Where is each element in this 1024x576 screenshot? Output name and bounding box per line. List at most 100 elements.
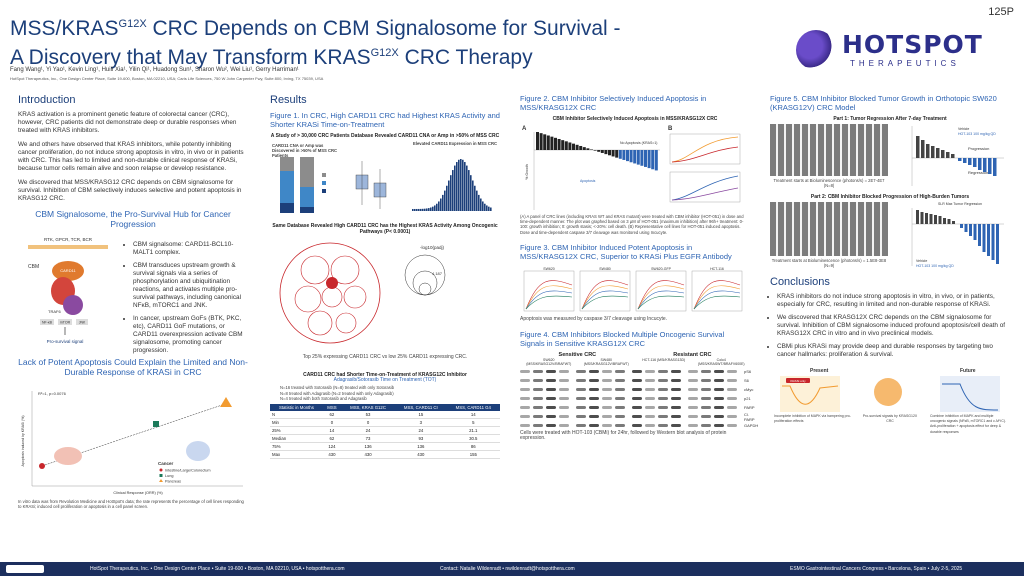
conclusions-bullets: KRAS inhibitors do not induce strong apo… bbox=[770, 293, 1010, 359]
blot-band bbox=[533, 415, 543, 419]
bubble-label: -log10(padj) bbox=[420, 245, 445, 250]
blot-band bbox=[546, 406, 556, 410]
fig3-cell-label: SW620 bbox=[543, 267, 555, 271]
p2-bar bbox=[934, 215, 937, 224]
table-cell: 14 bbox=[322, 426, 341, 436]
table-cell: 3 bbox=[395, 418, 447, 428]
blot-band bbox=[658, 370, 668, 374]
blot-band bbox=[671, 370, 681, 374]
blot-band bbox=[589, 379, 599, 383]
p1-bar bbox=[921, 140, 925, 158]
lack-chart: Apoptosis induced by KRASi (%) R²=1, p=0… bbox=[18, 381, 248, 499]
p1-bar bbox=[988, 158, 992, 174]
fig4-group: Resistant CRC bbox=[673, 352, 712, 359]
waterfall-bar bbox=[636, 150, 640, 165]
cbm-diagram: RTK, GPCR, TCR, BCR CBM CARD11 TRAF6 NF-… bbox=[28, 237, 108, 344]
fig3-curves: SW620 SW480 SW620-GFP HCT-116 bbox=[523, 267, 743, 312]
table-cell: N bbox=[270, 411, 323, 419]
p1-legend: HOT-103 100 mg/kg QD bbox=[958, 132, 996, 136]
p1-bar bbox=[941, 150, 945, 158]
table-cell: 430 bbox=[395, 450, 447, 460]
blot-band bbox=[645, 379, 655, 383]
blot-band bbox=[559, 370, 569, 374]
western-blots: pS6 S6 cMyc p21 PARP Cl. PARP GAPDH bbox=[520, 368, 758, 429]
fig3-cell-label: SW620-GFP bbox=[651, 267, 672, 271]
cbm-panel: RTK, GPCR, TCR, BCR CBM CARD11 TRAF6 NF-… bbox=[18, 233, 248, 354]
blot-label: p21 bbox=[744, 396, 751, 402]
blot-band bbox=[576, 397, 586, 401]
waterfall-bar bbox=[647, 150, 651, 169]
waterfall-bar bbox=[593, 150, 597, 151]
fig3-curve bbox=[693, 295, 741, 310]
table-row: 25% 14 24 24 21.1 bbox=[270, 426, 500, 436]
hist-bar bbox=[416, 208, 418, 211]
hist-bar bbox=[464, 162, 466, 211]
mtor-label: mTOR bbox=[60, 321, 71, 325]
hist-bar bbox=[438, 201, 440, 211]
blot-band bbox=[727, 415, 737, 419]
blot-band bbox=[615, 406, 625, 410]
waterfall-bar bbox=[554, 137, 557, 150]
mtor-box bbox=[58, 319, 72, 325]
hist-bar bbox=[448, 180, 450, 211]
waterfall-bar bbox=[546, 135, 550, 150]
waterfall-bar bbox=[644, 150, 647, 167]
blot-row: Cl. PARP bbox=[520, 412, 755, 422]
blot-band bbox=[589, 424, 599, 428]
blot-band bbox=[688, 424, 698, 428]
blot-band bbox=[576, 424, 586, 428]
fig1-b-title: Elevated CARD11 Expression in MSS CRC bbox=[412, 141, 497, 146]
blot-band bbox=[701, 424, 711, 428]
blot-band bbox=[589, 388, 599, 392]
blot-band bbox=[533, 370, 543, 374]
hist-bar bbox=[470, 175, 472, 211]
blot-band bbox=[520, 388, 530, 392]
lack-xlabel: Clinical Response (ORR) (%) bbox=[113, 491, 163, 495]
hotspot-logo: HOTSPOT THERAPEUTICS bbox=[796, 28, 1016, 72]
hist-bar bbox=[440, 198, 442, 211]
p2-bar bbox=[920, 212, 924, 224]
p2-bar bbox=[969, 224, 972, 236]
waterfall-bar bbox=[572, 143, 575, 150]
blot-band bbox=[714, 370, 724, 374]
hist-bar bbox=[450, 175, 452, 211]
footer-left: HotSpot Therapeutics, Inc. • One Design … bbox=[90, 566, 345, 572]
waterfall-bar bbox=[633, 150, 637, 164]
p2-bar bbox=[947, 219, 951, 224]
p2-bar bbox=[973, 224, 977, 240]
present-caption: Incomplete inhibition of MAPK via hamper… bbox=[774, 414, 851, 424]
blot-band bbox=[589, 415, 599, 419]
fig4-title: Figure 4. CBM Inhibitors Blocked Multipl… bbox=[520, 330, 725, 349]
blot-band bbox=[688, 370, 698, 374]
waterfall-bar bbox=[597, 150, 601, 152]
conclusion-bullet: We discovered that KRASG12X CRC depends … bbox=[777, 314, 1010, 338]
table-cell: 24 bbox=[340, 426, 396, 436]
p2-heading: SLR Max Tumor Regression bbox=[938, 202, 982, 206]
authors: Fang Wang¹, Yi Yao¹, Kevin Ling¹, Huili … bbox=[10, 67, 299, 73]
blot-band bbox=[671, 415, 681, 419]
poster-id: 125P bbox=[988, 6, 1014, 18]
fig3-curve bbox=[525, 285, 573, 309]
blot-band bbox=[615, 370, 625, 374]
table-cell: 62 bbox=[322, 411, 341, 419]
hist-bar bbox=[454, 165, 456, 211]
fig2-ylabel: % Growth bbox=[525, 164, 529, 179]
blot-band bbox=[671, 388, 681, 392]
future-caption: Combine inhibition of MAPK and multiple … bbox=[930, 414, 1006, 434]
blot-band bbox=[632, 370, 642, 374]
footer-mid: Contact: Natalie Wildenradt • nwildenrad… bbox=[440, 566, 575, 572]
blot-band bbox=[602, 424, 612, 428]
table-cell: 5 bbox=[446, 418, 500, 428]
blot-band bbox=[533, 379, 543, 383]
blot-band bbox=[671, 379, 681, 383]
table-cell: 24 bbox=[395, 426, 447, 436]
table-cell: 155 bbox=[446, 450, 500, 460]
fig2-waterfall: A B % Growth Apoptosis No Apoptosis (KRA… bbox=[522, 126, 741, 210]
malt1-shape bbox=[63, 295, 83, 315]
blot-label: GAPDH bbox=[744, 423, 759, 429]
cbm-footer: Pro-survival signal bbox=[47, 339, 84, 344]
hist-bar bbox=[424, 208, 426, 211]
hist-bar bbox=[412, 208, 414, 211]
hist-bar bbox=[488, 206, 490, 211]
point-lung bbox=[153, 421, 159, 427]
